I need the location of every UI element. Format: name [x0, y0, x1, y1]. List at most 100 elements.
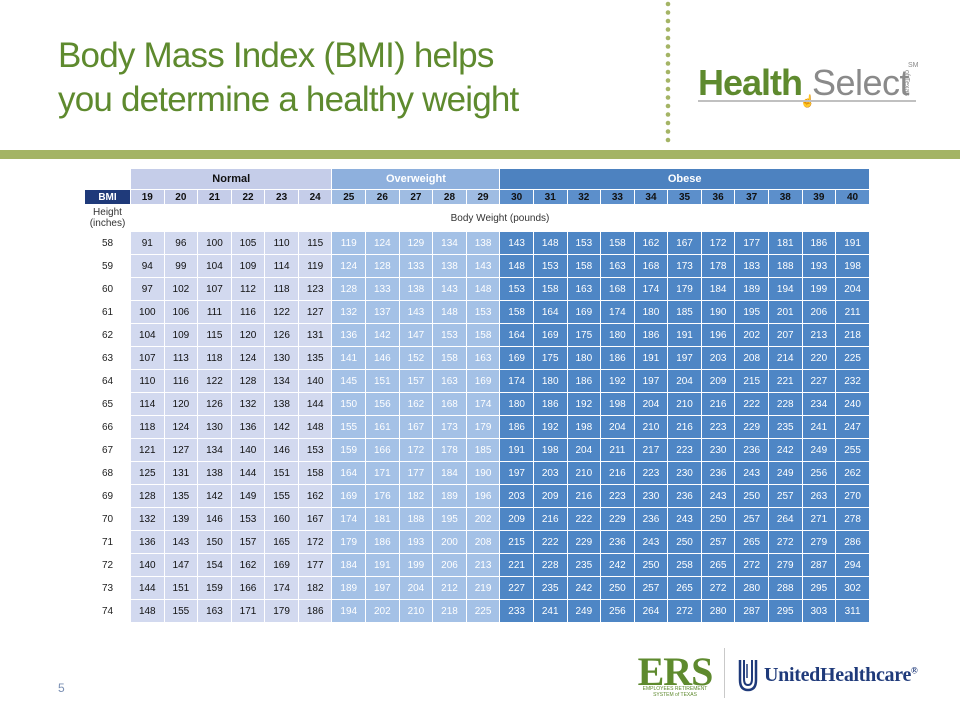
weight-cell: 210 — [399, 600, 433, 622]
weight-cell: 180 — [533, 370, 567, 392]
weight-cell: 146 — [265, 439, 298, 461]
weight-cell: 257 — [634, 577, 668, 599]
weight-cell: 109 — [164, 324, 198, 346]
weight-cell: 214 — [768, 347, 802, 369]
weight-cell: 229 — [735, 416, 768, 438]
weight-cell: 216 — [533, 508, 567, 530]
weight-cell: 169 — [265, 554, 298, 576]
weight-cell: 128 — [231, 370, 265, 392]
weight-cell: 158 — [466, 324, 500, 346]
weight-cell: 194 — [332, 600, 366, 622]
bmi-value-cell: 30 — [500, 190, 533, 204]
weight-cell: 143 — [500, 232, 533, 254]
weight-cell: 143 — [164, 531, 198, 553]
weight-cell: 142 — [198, 485, 231, 507]
divider-dot — [665, 78, 671, 83]
weight-cell: 158 — [567, 255, 601, 277]
weight-cell: 148 — [298, 416, 332, 438]
weight-cell: 223 — [668, 439, 701, 461]
weight-cell: 278 — [836, 508, 869, 530]
weight-cell: 294 — [836, 554, 869, 576]
weight-cell: 105 — [231, 232, 265, 254]
weight-cell: 153 — [231, 508, 265, 530]
weight-cell: 127 — [164, 439, 198, 461]
weight-cell: 186 — [500, 416, 533, 438]
weight-cell: 211 — [836, 301, 869, 323]
weight-cell: 230 — [701, 439, 735, 461]
weight-cell: 311 — [836, 600, 869, 622]
height-cell: 64 — [85, 370, 130, 392]
weight-cell: 134 — [265, 370, 298, 392]
weight-cell: 143 — [399, 301, 433, 323]
weight-cell: 132 — [231, 393, 265, 415]
divider-dot — [665, 69, 671, 75]
height-label-text: Height — [93, 207, 122, 218]
divider-dot — [665, 86, 671, 92]
weight-cell: 111 — [198, 301, 231, 323]
weight-cell: 233 — [500, 600, 533, 622]
weight-cell: 243 — [735, 462, 768, 484]
weight-cell: 118 — [198, 347, 231, 369]
weight-cell: 191 — [634, 347, 668, 369]
weight-cell: 218 — [433, 600, 466, 622]
weight-cell: 242 — [768, 439, 802, 461]
weight-cell: 201 — [768, 301, 802, 323]
weight-cell: 129 — [399, 232, 433, 254]
weight-cell: 135 — [164, 485, 198, 507]
weight-cell: 104 — [131, 324, 164, 346]
weight-cell: 133 — [366, 278, 399, 300]
weight-cell: 257 — [701, 531, 735, 553]
table-row: 74 148 155 163 171 179 186 194 202 210 218 225 233 24… — [85, 600, 869, 622]
weight-cell: 160 — [265, 508, 298, 530]
weight-cell: 120 — [164, 393, 198, 415]
weight-cell: 150 — [332, 393, 366, 415]
weight-cell: 189 — [735, 278, 768, 300]
weight-cell: 136 — [332, 324, 366, 346]
weight-cell: 199 — [802, 278, 836, 300]
weight-cell: 179 — [332, 531, 366, 553]
bmi-value-cell: 38 — [768, 190, 802, 204]
weight-cell: 191 — [366, 554, 399, 576]
bmi-value-cell: 19 — [131, 190, 164, 204]
weight-cell: 131 — [164, 462, 198, 484]
bmi-value-cell: 27 — [399, 190, 433, 204]
bmi-value-cell: 31 — [533, 190, 567, 204]
weight-cell: 174 — [332, 508, 366, 530]
table-row: 62 104 109 115 120 126 131 136 142 147 153 158 164 16… — [85, 324, 869, 346]
weight-cell: 182 — [298, 577, 332, 599]
weight-cell: 198 — [533, 439, 567, 461]
divider-dot — [665, 18, 671, 24]
bmi-value-cell: 26 — [366, 190, 399, 204]
weight-cell: 215 — [735, 370, 768, 392]
weight-cell: 175 — [533, 347, 567, 369]
weight-cell: 204 — [634, 393, 668, 415]
weight-cell: 158 — [298, 462, 332, 484]
weight-cell: 198 — [601, 393, 634, 415]
weight-cell: 255 — [836, 439, 869, 461]
weight-cell: 222 — [533, 531, 567, 553]
weight-cell: 169 — [533, 324, 567, 346]
weight-cell: 249 — [567, 600, 601, 622]
weight-cell: 177 — [735, 232, 768, 254]
weight-cell: 173 — [668, 255, 701, 277]
weight-cell: 126 — [198, 393, 231, 415]
divider-dot — [665, 120, 671, 126]
weight-cell: 180 — [601, 324, 634, 346]
weight-cell: 228 — [768, 393, 802, 415]
weight-cell: 295 — [768, 600, 802, 622]
category-header-overweight: Overweight — [332, 169, 500, 189]
bmi-value-cell: 28 — [433, 190, 466, 204]
weight-cell: 240 — [836, 393, 869, 415]
weight-cell: 222 — [567, 508, 601, 530]
weight-cell: 153 — [533, 255, 567, 277]
weight-cell: 228 — [533, 554, 567, 576]
weight-cell: 178 — [433, 439, 466, 461]
table-row: 67 121 127 134 140 146 153 159 166 172 178 185 191 19… — [85, 439, 869, 461]
unitedhealthcare-registered-mark: ® — [911, 665, 918, 676]
divider-dot — [665, 129, 671, 134]
weight-cell: 272 — [768, 531, 802, 553]
weight-cell: 120 — [231, 324, 265, 346]
weight-cell: 133 — [399, 255, 433, 277]
weight-cell: 182 — [399, 485, 433, 507]
weight-cell: 230 — [634, 485, 668, 507]
